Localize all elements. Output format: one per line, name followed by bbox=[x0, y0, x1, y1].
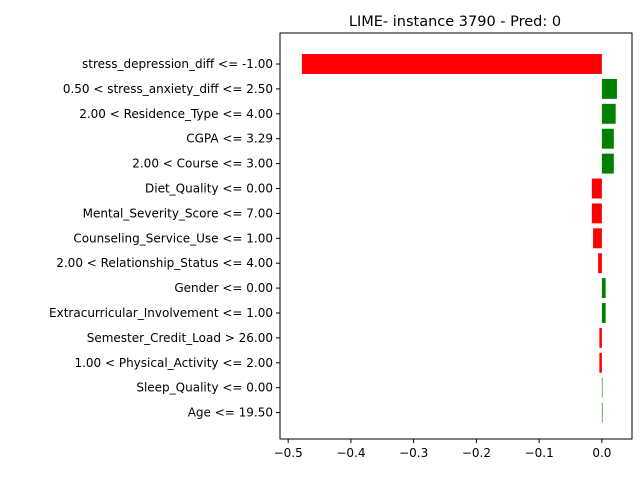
x-tick-label: −0.2 bbox=[462, 446, 491, 460]
bar bbox=[601, 78, 617, 99]
y-tick-label: Semester_Credit_Load > 26.00 bbox=[87, 331, 273, 345]
y-tick-label: Extracurricular_Involvement <= 1.00 bbox=[49, 306, 273, 320]
bar bbox=[591, 203, 602, 224]
plot-frame bbox=[279, 32, 633, 440]
y-tick-label: Gender <= 0.00 bbox=[174, 281, 273, 295]
bar bbox=[601, 278, 606, 299]
bar bbox=[301, 54, 602, 74]
x-tick-label: 0.0 bbox=[592, 446, 611, 460]
y-tick-label: 0.50 < stress_anxiety_diff <= 2.50 bbox=[63, 82, 273, 96]
y-tick-label: 2.00 < Course <= 3.00 bbox=[132, 157, 273, 171]
y-tick-label: CGPA <= 3.29 bbox=[186, 132, 273, 146]
y-tick-label: Age <= 19.50 bbox=[188, 406, 273, 420]
bar bbox=[598, 253, 602, 274]
bar bbox=[601, 303, 606, 323]
x-tick-label: −0.3 bbox=[399, 446, 428, 460]
bar bbox=[601, 402, 603, 423]
y-tick-label: 2.00 < Residence_Type <= 4.00 bbox=[79, 107, 273, 121]
y-tick-labels: stress_depression_diff <= -1.00 0.50 < st… bbox=[49, 57, 280, 420]
bar bbox=[591, 178, 602, 199]
x-tick-label: −0.1 bbox=[525, 446, 554, 460]
x-tick-label: −0.5 bbox=[274, 446, 303, 460]
y-tick-label: Diet_Quality <= 0.00 bbox=[145, 182, 273, 196]
x-axis: −0.5 −0.4 −0.3 −0.2 −0.1 0.0 bbox=[274, 439, 611, 460]
bar bbox=[601, 153, 614, 174]
chart-title: LIME- instance 3790 - Pred: 0 bbox=[349, 14, 561, 30]
bars-group bbox=[301, 54, 617, 423]
y-tick-label: Mental_Severity_Score <= 7.00 bbox=[83, 206, 273, 220]
y-tick-label: Counseling_Service_Use <= 1.00 bbox=[73, 231, 273, 245]
bar bbox=[601, 128, 614, 149]
y-tick-label: 1.00 < Physical_Activity <= 2.00 bbox=[74, 356, 273, 370]
y-tick-label: Sleep_Quality <= 0.00 bbox=[136, 381, 273, 395]
bar bbox=[599, 327, 602, 348]
bar bbox=[593, 228, 602, 249]
bar bbox=[601, 103, 616, 124]
bar bbox=[599, 352, 602, 373]
x-tick-label: −0.4 bbox=[336, 446, 365, 460]
y-tick-label: 2.00 < Relationship_Status <= 4.00 bbox=[56, 256, 273, 270]
bar bbox=[601, 377, 603, 398]
y-tick-label: stress_depression_diff <= -1.00 bbox=[82, 57, 273, 71]
